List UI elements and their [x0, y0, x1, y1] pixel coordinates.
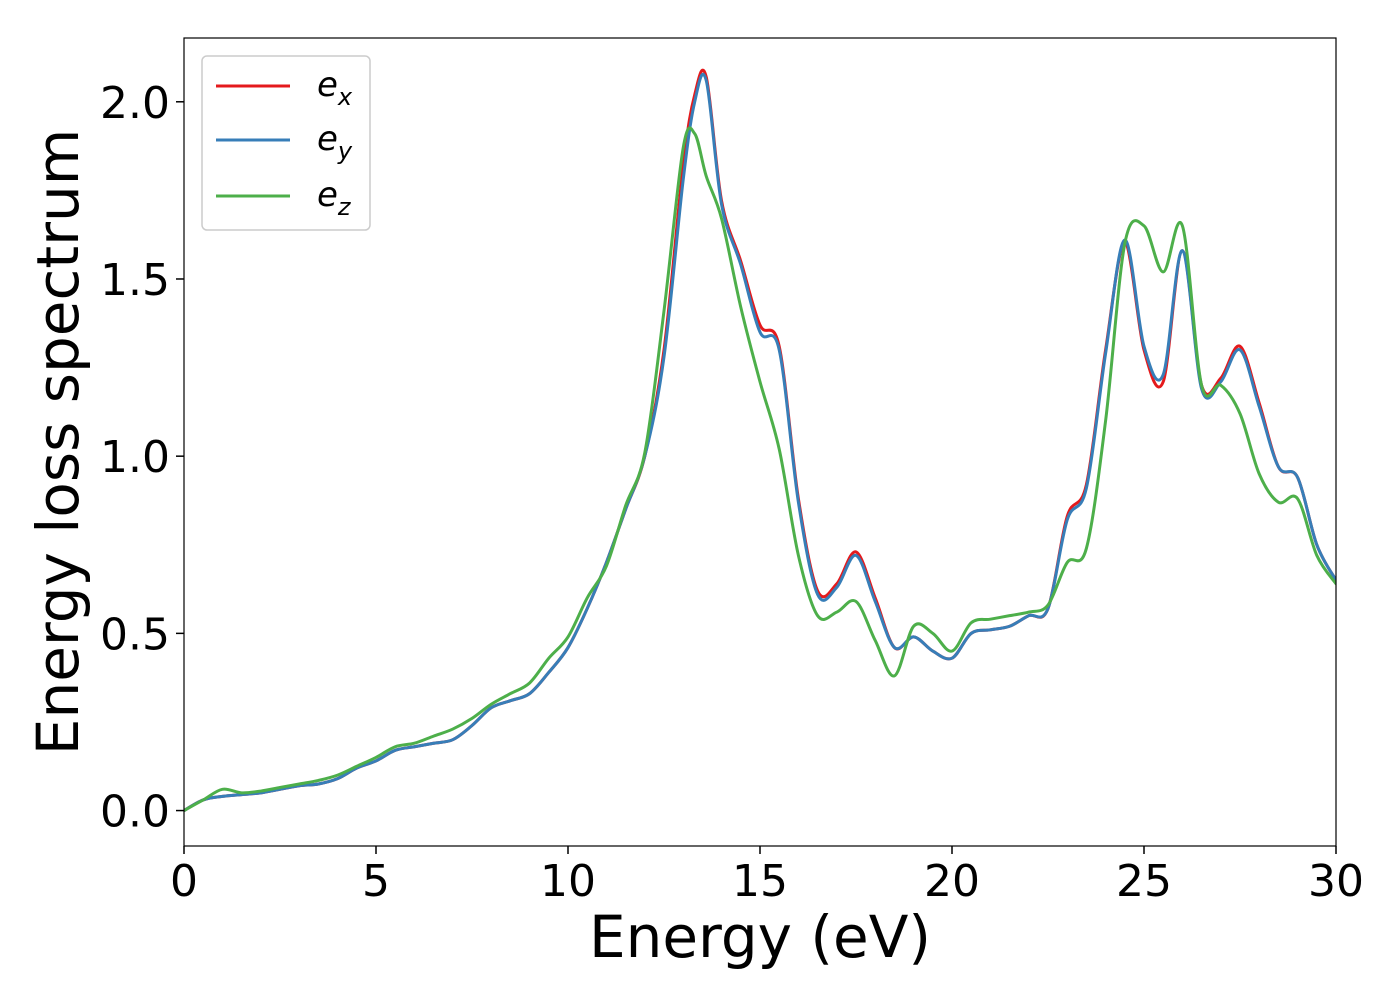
legend: ex ey ez	[201, 55, 371, 231]
x-axis-label: Energy (eV)	[589, 903, 931, 971]
series-layer	[184, 68, 1336, 813]
legend-label: ez	[317, 175, 352, 221]
legend-entry-y: ey	[216, 119, 353, 165]
x-tick-label: 20	[924, 856, 980, 907]
legend-entry-x: ex	[216, 65, 353, 111]
y-tick-label: 1.0	[100, 432, 170, 483]
legend-label: ex	[317, 65, 353, 111]
x-tick-label: 25	[1116, 856, 1172, 907]
series-line-y	[184, 72, 1336, 813]
y-tick-label: 2.0	[100, 78, 170, 129]
x-tick-label: 10	[540, 856, 596, 907]
plot-frame	[183, 37, 1337, 847]
legend-items: ex ey ez	[216, 65, 353, 221]
y-tick-label: 1.5	[100, 255, 170, 306]
x-tick-label: 30	[1308, 856, 1364, 907]
legend-box	[201, 55, 371, 231]
y-tick-label: 0.0	[100, 787, 170, 838]
y-tick-label: 0.5	[100, 609, 170, 660]
x-tick-label: 15	[732, 856, 788, 907]
y-axis-label: Energy loss spectrum	[24, 129, 92, 755]
ticks-layer: 0 5 10 15 20 25 30 0.0 0.5 1.0 1.5 2.0	[100, 78, 1364, 907]
series-line-z	[184, 126, 1336, 813]
legend-label: ey	[317, 119, 353, 165]
legend-entry-z: ez	[216, 175, 352, 221]
x-tick-label: 5	[362, 856, 390, 907]
x-tick-label: 0	[170, 856, 198, 907]
